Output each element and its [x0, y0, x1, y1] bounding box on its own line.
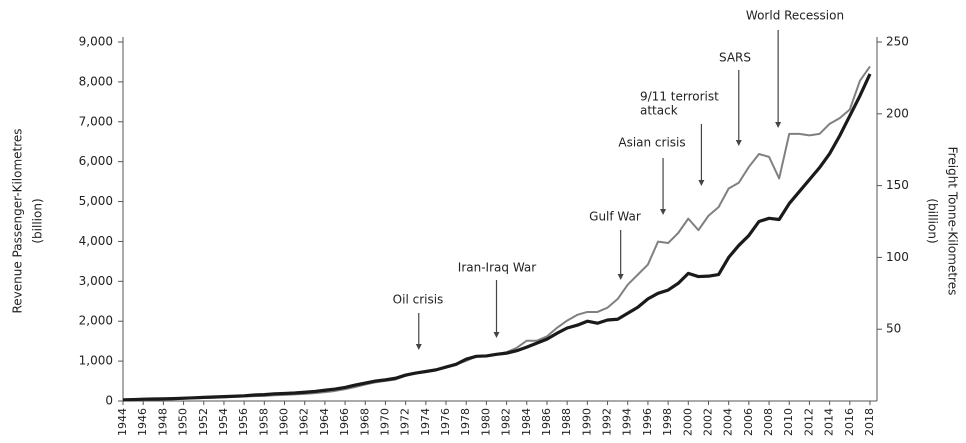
x-tick-label: 2004	[722, 408, 735, 436]
annotation-text: 9/11 terrorist	[640, 90, 719, 104]
x-tick-label: 1980	[479, 408, 492, 436]
annotation-text: Oil crisis	[393, 293, 444, 307]
y-tick-label: 7,000	[79, 114, 113, 128]
x-tick-label: 1976	[439, 408, 452, 436]
x-tick-label: 1960	[278, 408, 291, 436]
y-axis-label: Revenue Passenger-Kilometres	[11, 128, 25, 313]
x-tick-label: 1974	[419, 408, 432, 436]
x-tick-label: 1998	[661, 408, 674, 436]
x-tick-label: 1968	[358, 408, 371, 436]
x-tick-label: 2010	[782, 408, 795, 436]
y2-axis-label: (billion)	[926, 198, 940, 243]
x-tick-label: 1950	[177, 408, 190, 436]
x-tick-label: 2014	[823, 408, 836, 436]
annotation-arrowhead	[775, 122, 782, 128]
annotation-text: Asian crisis	[618, 136, 685, 150]
x-tick-label: 1994	[621, 408, 634, 436]
y-tick-label: 9,000	[79, 35, 113, 49]
y-tick-label: 3,000	[79, 274, 113, 288]
y2-tick-label: 50	[886, 322, 901, 336]
x-tick-label: 1954	[217, 408, 230, 436]
x-tick-label: 2000	[681, 408, 694, 436]
annotation-arrowhead	[698, 180, 705, 186]
x-tick-label: 1988	[560, 408, 573, 436]
y-tick-label: 2,000	[79, 314, 113, 328]
y-tick-label: 0	[105, 394, 113, 408]
x-tick-label: 1962	[298, 408, 311, 436]
annotation-arrowhead	[735, 140, 742, 146]
y-tick-label: 4,000	[79, 234, 113, 248]
x-tick-label: 2002	[701, 408, 714, 436]
series-line	[122, 65, 871, 402]
x-tick-label: 1972	[399, 408, 412, 436]
x-tick-label: 1944	[116, 408, 129, 436]
y2-tick-label: 250	[886, 35, 909, 49]
x-tick-label: 1970	[378, 408, 391, 436]
x-tick-label: 1990	[580, 408, 593, 436]
x-tick-label: 1952	[197, 408, 210, 436]
x-tick-label: 1956	[237, 408, 250, 436]
x-tick-label: 1996	[641, 408, 654, 436]
x-tick-label: 1966	[338, 408, 351, 436]
series-line	[122, 73, 872, 402]
y2-tick-label: 150	[886, 178, 909, 192]
x-tick-label: 1958	[257, 408, 270, 436]
annotation-text: World Recession	[746, 9, 844, 23]
x-tick-label: 1986	[540, 408, 553, 436]
x-tick-label: 2016	[843, 408, 856, 436]
y-axis-label: (billion)	[31, 198, 45, 243]
annotation-text: SARS	[719, 51, 751, 65]
x-tick-label: 2008	[762, 408, 775, 436]
y-tick-label: 8,000	[79, 74, 113, 88]
x-tick-label: 2006	[742, 408, 755, 436]
annotation-arrowhead	[660, 209, 667, 215]
x-tick-label: 1992	[601, 408, 614, 436]
x-tick-label: 1984	[520, 408, 533, 436]
x-tick-label: 1978	[459, 408, 472, 436]
annotation-text: attack	[640, 104, 678, 118]
annotation-arrowhead	[415, 344, 422, 350]
y-tick-label: 5,000	[79, 194, 113, 208]
x-tick-label: 1964	[318, 408, 331, 436]
annotation-text: Iran-Iraq War	[458, 261, 536, 275]
annotation-arrowhead	[493, 332, 500, 338]
annotation-arrowhead	[617, 274, 624, 280]
annotation-text: Gulf War	[589, 210, 641, 224]
y2-tick-label: 200	[886, 106, 909, 120]
x-tick-label: 1982	[500, 408, 513, 436]
y2-tick-label: 100	[886, 250, 909, 264]
y-tick-label: 1,000	[79, 354, 113, 368]
x-tick-label: 2012	[802, 408, 815, 436]
y-tick-label: 6,000	[79, 154, 113, 168]
x-tick-label: 1946	[136, 408, 149, 436]
x-tick-label: 2018	[863, 408, 876, 436]
y2-axis-label: Freight Tonne-Kilometres	[946, 147, 960, 296]
x-tick-label: 1948	[156, 408, 169, 436]
